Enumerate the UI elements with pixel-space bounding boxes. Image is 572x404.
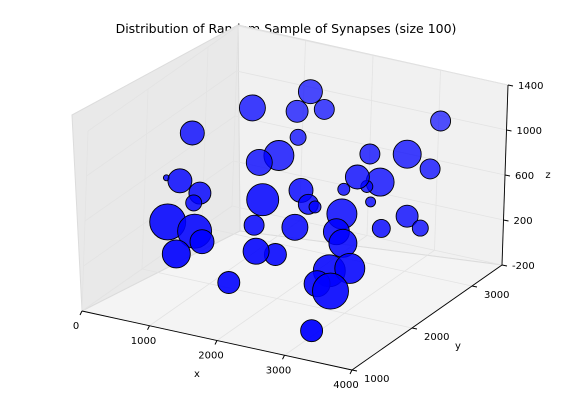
data-point	[238, 94, 266, 122]
data-point	[297, 79, 323, 105]
x-tickmark	[349, 369, 353, 375]
data-point	[245, 148, 273, 176]
x-tickmark	[282, 355, 285, 360]
tick-labels: 0 1000 2000 3000 4000 1000 2000 3000 -200 200 600 1…	[73, 81, 544, 391]
data-point	[289, 128, 307, 146]
data-point	[242, 237, 270, 265]
z-tickmark	[506, 129, 512, 132]
data-point	[344, 164, 370, 190]
z-tick-label: 1000	[517, 126, 542, 137]
data-point	[430, 110, 452, 132]
z-gridline	[84, 115, 236, 222]
data-point	[281, 213, 309, 241]
data-point	[189, 229, 215, 255]
data-point	[185, 194, 203, 212]
x-tick-label: 3000	[266, 365, 291, 376]
z-tickmark	[504, 174, 511, 177]
x-tick-label: 4000	[333, 380, 358, 391]
data-point	[246, 183, 280, 217]
data-point	[395, 204, 419, 228]
axis-panes	[71, 24, 509, 371]
data-point	[392, 139, 422, 169]
data-point	[167, 168, 193, 194]
data-point	[328, 228, 358, 258]
y-tickmark	[471, 285, 478, 288]
y-tick-label: 3000	[484, 290, 509, 301]
z-tickmark	[507, 84, 514, 87]
data-point	[217, 271, 241, 294]
data-point	[308, 200, 322, 214]
y-axis-label: y	[455, 341, 461, 352]
data-point	[300, 319, 324, 343]
z-tick-label: 1400	[518, 81, 543, 92]
data-point	[337, 182, 351, 196]
y-axis-line	[351, 264, 503, 371]
data-point	[411, 219, 429, 237]
z-gridline	[87, 25, 239, 132]
z-tick-label: 200	[514, 216, 533, 227]
y-tickmark	[351, 369, 358, 372]
data-point	[285, 99, 309, 123]
z-tickmark	[501, 264, 508, 267]
data-point	[371, 218, 391, 238]
z-tick-label: 600	[515, 171, 534, 182]
z-gridline	[237, 25, 509, 86]
x-tick-label: 0	[73, 321, 79, 332]
data-point	[419, 158, 441, 180]
y-gridline	[141, 268, 413, 329]
chart-title: Distribution of Random Sample of Synapse…	[116, 21, 457, 36]
x-tick-label: 2000	[198, 351, 223, 362]
data-point	[312, 272, 349, 310]
data-point	[334, 252, 366, 284]
data-point	[161, 239, 191, 269]
z-gridline	[231, 205, 503, 266]
data-point	[243, 214, 265, 236]
z-gridline	[86, 70, 237, 177]
z-tick-label: -200	[512, 261, 535, 272]
data-point	[359, 143, 381, 165]
data-point	[313, 98, 335, 120]
x-tickmark	[147, 325, 150, 330]
y-tickmark	[411, 327, 418, 330]
data-points	[149, 79, 452, 343]
x-tick-label: 1000	[131, 336, 156, 347]
z-axis-label: z	[545, 170, 550, 181]
z-tickmark	[503, 219, 509, 222]
z-gridline	[236, 70, 507, 131]
data-point	[179, 120, 205, 146]
y-tick-label: 2000	[424, 332, 449, 343]
x-tickmark	[214, 340, 218, 345]
data-point	[365, 196, 377, 208]
y-tick-label: 1000	[364, 374, 389, 385]
x-tickmark	[79, 310, 83, 316]
x-axis-label: x	[194, 369, 200, 380]
